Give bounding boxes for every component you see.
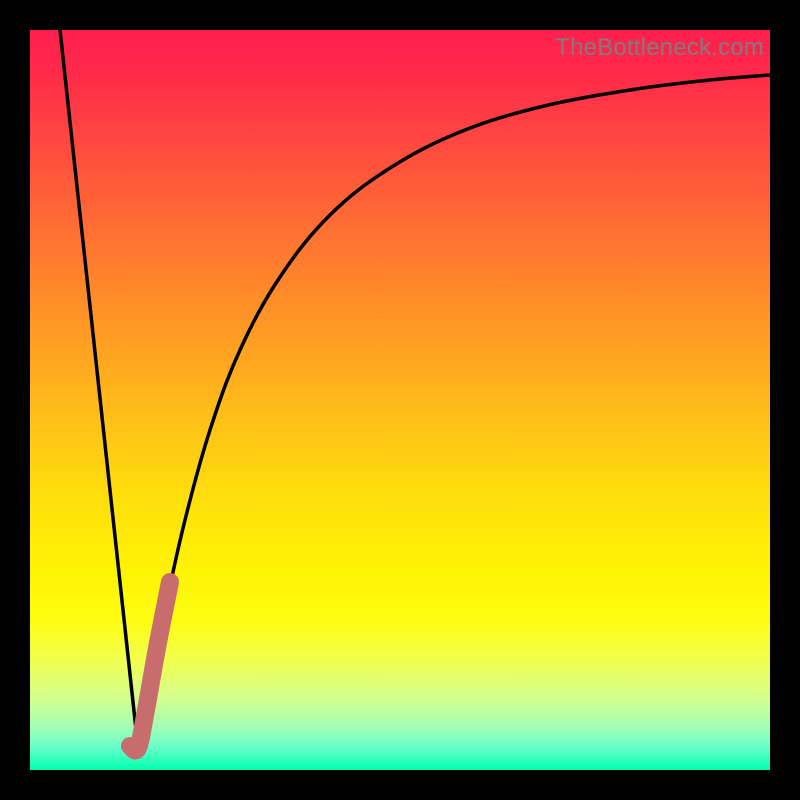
plot-svg (30, 30, 770, 770)
border-bottom (0, 770, 800, 800)
watermark-text: TheBottleneck.com (555, 34, 764, 62)
plot-area: TheBottleneck.com (30, 30, 770, 770)
border-right (770, 0, 800, 800)
border-top (0, 0, 800, 30)
border-left (0, 0, 30, 800)
gradient-background (30, 30, 770, 770)
chart-container: TheBottleneck.com (0, 0, 800, 800)
